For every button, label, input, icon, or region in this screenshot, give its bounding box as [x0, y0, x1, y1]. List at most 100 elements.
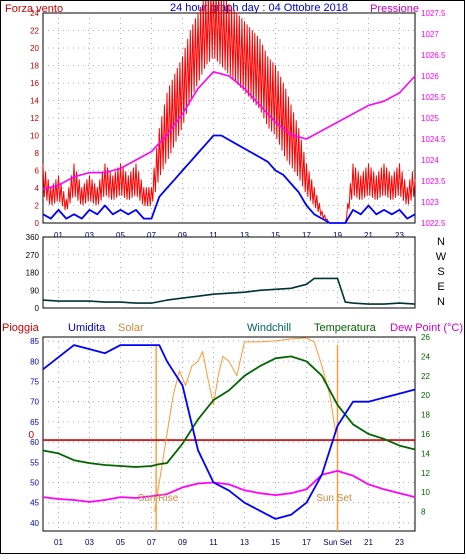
- temperature-line: [42, 355, 416, 468]
- temperature-tick-label: 26: [421, 333, 430, 342]
- direction-tick-label: 180: [26, 269, 40, 278]
- humidity-time-ticks: 01 03 05 07 09 11 13 15 17 Sun Set 21 23: [54, 538, 404, 547]
- dewpoint-label: Dew Point (°C): [390, 322, 463, 334]
- pressure-tick-label: 1027.5: [421, 9, 446, 18]
- wind-tick-label: 24: [30, 9, 39, 18]
- pressure-tick-label: 1024.5: [421, 135, 446, 144]
- wind-tick-label: 0: [35, 219, 40, 228]
- humidity-label: Umidita: [68, 322, 106, 334]
- x-tick-label: 07: [147, 231, 156, 240]
- wind-tick-label: 20: [30, 44, 39, 53]
- humidity-temperature-panel: [42, 336, 416, 532]
- rain-zero-label: 0: [28, 430, 34, 441]
- pressure-tick-label: 1026.5: [421, 51, 446, 60]
- x-tick-label: 03: [85, 231, 94, 240]
- humidity-axis-ticks: 40 45 50 55 60 65 70 75 80 85: [30, 337, 39, 528]
- pressure-tick-label: 1024: [421, 156, 439, 165]
- temperature-tick-label: 18: [421, 411, 430, 420]
- x-tick-label: 09: [178, 538, 187, 547]
- x-tick-label: 23: [395, 231, 404, 240]
- x-tick-label: 11: [209, 231, 218, 240]
- temperature-axis-ticks: 8 10 12 14 16 18 20 22 24 26: [421, 333, 430, 517]
- temperature-tick-label: 10: [421, 488, 430, 497]
- x-tick-label: 21: [364, 538, 373, 547]
- wind-tick-label: 2: [35, 202, 40, 211]
- wind-label: Forza vento: [5, 3, 63, 15]
- pressure-axis-ticks: 1022.5 1023 1023.5 1024 1024.5 1025 1025.5 1026…: [421, 9, 446, 228]
- temperature-tick-label: 20: [421, 391, 430, 400]
- temperature-tick-label: 16: [421, 430, 430, 439]
- compass-label: W: [436, 251, 447, 263]
- pressure-tick-label: 1025.5: [421, 93, 446, 102]
- temperature-label: Temperatura: [314, 322, 377, 334]
- x-tick-label: 15: [271, 231, 280, 240]
- dewpoint-line: [42, 469, 416, 503]
- humidity-temperature-series: [42, 337, 416, 531]
- temperature-tick-label: 12: [421, 469, 430, 478]
- x-tick-label: Sun Set: [323, 538, 352, 547]
- direction-tick-label: 360: [26, 233, 40, 242]
- wind-time-ticks: 01 03 05 07 09 11 13 15 17 19 21 23: [54, 231, 404, 240]
- humidity-tick-label: 50: [30, 479, 39, 488]
- x-tick-label: 19: [333, 231, 342, 240]
- humidity-grid: [43, 337, 415, 531]
- wind-tick-label: 12: [30, 114, 39, 123]
- direction-grid: [43, 237, 415, 308]
- wind-tick-label: 10: [30, 132, 39, 141]
- temperature-tick-label: 14: [421, 449, 430, 458]
- x-tick-label: 03: [85, 538, 94, 547]
- x-tick-label: 05: [116, 231, 125, 240]
- humidity-tick-label: 75: [30, 378, 39, 387]
- chart-title: 24 hour graph day : 04 Ottobre 2018: [170, 2, 348, 14]
- humidity-tick-label: 65: [30, 418, 39, 427]
- solar-line: [154, 337, 337, 512]
- pressure-tick-label: 1023: [421, 198, 439, 207]
- compass-label: N: [437, 296, 445, 308]
- humidity-tick-label: 85: [30, 337, 39, 346]
- rain-label: Pioggia: [2, 322, 40, 334]
- x-tick-label: 15: [271, 538, 280, 547]
- temperature-tick-label: 8: [421, 508, 426, 517]
- wind-tick-label: 4: [35, 184, 40, 193]
- compass-label: S: [437, 266, 444, 278]
- pressure-tick-label: 1023.5: [421, 177, 446, 186]
- wind-average-line: [42, 134, 416, 224]
- temperature-tick-label: 22: [421, 372, 430, 381]
- wind-tick-label: 18: [30, 62, 39, 71]
- x-tick-label: 09: [178, 231, 187, 240]
- direction-tick-label: 270: [26, 251, 40, 260]
- wind-gust-line: [42, 0, 416, 224]
- x-tick-label: 01: [54, 538, 63, 547]
- pressure-line: [42, 71, 416, 191]
- x-tick-label: 13: [240, 231, 249, 240]
- pressure-tick-label: 1025: [421, 114, 439, 123]
- humidity-tick-label: 45: [30, 499, 39, 508]
- humidity-tick-label: 70: [30, 398, 39, 407]
- x-tick-label: 11: [209, 538, 218, 547]
- compass-label: E: [437, 281, 444, 293]
- direction-axis-ticks: 0 90 180 270 360: [26, 233, 40, 313]
- wind-tick-label: 14: [30, 97, 39, 106]
- x-tick-label: 21: [364, 231, 373, 240]
- x-tick-label: 07: [147, 538, 156, 547]
- humidity-tick-label: 60: [30, 438, 39, 447]
- pressure-tick-label: 1027: [421, 30, 439, 39]
- wind-tick-label: 16: [30, 79, 39, 88]
- solar-label: Solar: [118, 322, 144, 334]
- wind-tick-label: 8: [35, 149, 40, 158]
- direction-tick-label: 90: [30, 286, 39, 295]
- humidity-tick-label: 40: [30, 519, 39, 528]
- sunset-label: Sun Set: [316, 493, 352, 504]
- windchill-label: Windchill: [247, 322, 291, 334]
- wind-pressure-series: [42, 0, 416, 224]
- pressure-label: Pressione: [370, 3, 419, 15]
- wind-tick-label: 6: [35, 167, 40, 176]
- direction-line: [42, 277, 416, 305]
- compass-label: N: [437, 236, 445, 248]
- x-tick-label: 17: [302, 231, 311, 240]
- x-tick-label: 05: [116, 538, 125, 547]
